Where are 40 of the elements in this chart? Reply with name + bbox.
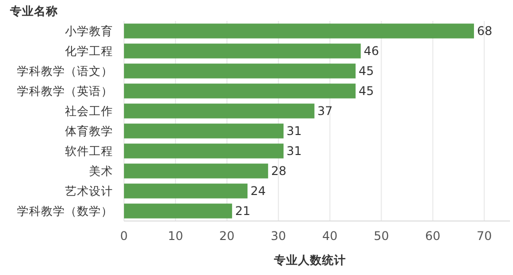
bar: [124, 44, 361, 58]
x-axis-title: 专业人数统计: [273, 253, 346, 267]
y-axis-title: 专业名称: [9, 4, 58, 18]
data-label: 28: [271, 164, 286, 178]
y-tick-label: 学科教学（语文）: [17, 64, 113, 78]
x-tick-label: 50: [374, 229, 389, 243]
x-tick-label: 40: [322, 229, 338, 243]
bar: [124, 124, 284, 138]
y-tick-label: 学科教学（英语）: [17, 84, 113, 98]
x-tick-label: 70: [476, 229, 492, 243]
bar: [124, 24, 474, 38]
y-tick-label: 美术: [89, 164, 113, 178]
y-tick-label: 艺术设计: [65, 184, 113, 198]
x-tick-label: 30: [270, 229, 286, 243]
data-label: 68: [476, 24, 492, 38]
y-tick-label: 社会工作: [65, 104, 113, 118]
data-label: 45: [358, 64, 374, 78]
y-tick-label: 体育教学: [65, 124, 113, 138]
x-tick-label: 60: [425, 229, 440, 243]
y-tick-label: 化学工程: [65, 44, 113, 58]
x-tick-label: 0: [120, 229, 128, 243]
bar: [124, 64, 356, 78]
data-label: 31: [286, 124, 302, 138]
y-tick-label: 学科教学（数学）: [17, 204, 113, 218]
data-label: 46: [364, 44, 380, 58]
y-tick-label: 软件工程: [65, 144, 113, 158]
y-tick-label: 小学教育: [65, 24, 113, 38]
data-label: 45: [358, 84, 374, 98]
data-label: 37: [317, 104, 333, 118]
bar: [124, 204, 232, 218]
bar: [124, 184, 248, 198]
data-label: 24: [250, 184, 266, 198]
bar: [124, 84, 356, 98]
x-tick-label: 10: [168, 229, 184, 243]
data-label: 21: [235, 204, 250, 218]
data-label: 31: [286, 144, 302, 158]
bar: [124, 104, 314, 118]
bar: [124, 164, 268, 178]
bar: [124, 144, 284, 158]
x-tick-label: 20: [219, 229, 235, 243]
